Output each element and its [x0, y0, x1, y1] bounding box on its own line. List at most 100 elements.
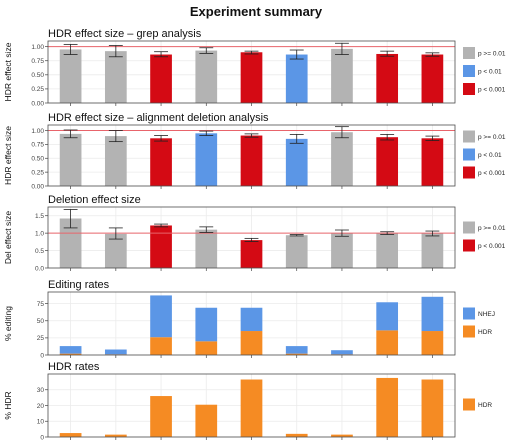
y-tick-label: 75: [37, 301, 45, 308]
y-axis-label: HDR effect size: [3, 126, 13, 185]
panel-editing: Editing rates % editing 0 25 50 75 NHEJ HDR: [3, 279, 495, 359]
bar-nhej: [376, 302, 399, 331]
bar: [376, 137, 399, 186]
panel-title: Editing rates: [48, 279, 110, 291]
y-tick-label: 0.5: [35, 248, 44, 255]
panel-title: HDR effect size – alignment deletion ana…: [48, 112, 269, 124]
legend-swatch: [463, 307, 475, 320]
y-tick-label: 0.25: [31, 86, 44, 93]
bar-hdr: [240, 331, 263, 355]
legend-label: HDR: [478, 402, 492, 409]
y-tick-label: 0.75: [31, 58, 44, 65]
bar: [240, 135, 263, 186]
bar-hdr: [150, 337, 172, 355]
bar: [285, 433, 308, 437]
y-tick-label: 30: [37, 387, 45, 394]
bar: [376, 377, 399, 437]
bar-hdr: [59, 353, 82, 355]
bar: [421, 379, 444, 437]
panel-deletion: HDR effect size – alignment deletion ana…: [3, 112, 506, 190]
bar-nhej: [195, 307, 218, 342]
bar: [59, 433, 82, 437]
legend-label: HDR: [478, 329, 492, 336]
bar-nhej: [150, 295, 172, 338]
bar: [59, 49, 82, 103]
bar: [104, 136, 127, 186]
y-tick-label: 0: [40, 434, 44, 440]
y-tick-label: 0.0: [35, 265, 44, 272]
bar: [331, 233, 353, 268]
bar-nhej: [104, 349, 127, 355]
bar: [59, 218, 82, 268]
legend-label: p >= 0.01: [478, 134, 506, 141]
legend-swatch: [463, 130, 475, 143]
legend-swatch: [463, 148, 475, 161]
legend-swatch: [463, 83, 475, 95]
y-tick-label: 0.50: [31, 72, 44, 79]
y-tick-label: 0.00: [31, 183, 44, 190]
bar: [285, 138, 308, 186]
y-tick-label: 0.50: [31, 156, 44, 163]
bar-nhej: [240, 307, 263, 332]
legend-label: p < 0.001: [478, 86, 506, 93]
legend-label: p < 0.01: [478, 68, 502, 75]
y-tick-label: 1.5: [35, 213, 44, 220]
panel-title: HDR effect size – grep analysis: [48, 28, 202, 40]
bar-hdr: [195, 341, 218, 355]
bar: [195, 50, 218, 103]
bar: [150, 225, 172, 268]
y-tick-label: 0.75: [31, 142, 44, 149]
legend-swatch: [463, 221, 475, 234]
panel-title: HDR rates: [48, 361, 100, 373]
bar: [285, 54, 308, 103]
bar: [150, 396, 172, 437]
bar-hdr: [376, 330, 399, 355]
bar-nhej: [59, 346, 82, 354]
panel-deleffect: Deletion effect size Del effect size 0.0 0.…: [3, 194, 506, 272]
bar: [195, 404, 218, 437]
y-tick-label: 50: [37, 318, 45, 325]
bar: [421, 54, 444, 103]
legend-label: p < 0.001: [478, 170, 506, 177]
legend-swatch: [463, 166, 475, 179]
bar: [240, 379, 263, 437]
legend-label: p >= 0.01: [478, 50, 506, 57]
bar: [195, 133, 218, 186]
bar: [285, 235, 308, 268]
bar: [240, 52, 263, 103]
y-tick-label: 20: [37, 403, 45, 410]
chart-main-title: Experiment summary: [190, 4, 323, 19]
bar: [331, 48, 353, 103]
bar: [150, 54, 172, 103]
y-tick-label: 1.00: [31, 44, 44, 51]
y-tick-label: 1.00: [31, 128, 44, 135]
legend-label: p < 0.01: [478, 152, 502, 159]
bar: [376, 53, 399, 103]
bar: [104, 51, 127, 103]
legend-label: p >= 0.01: [478, 225, 506, 232]
y-tick-label: 10: [37, 419, 45, 426]
bar: [59, 133, 82, 186]
bar: [150, 138, 172, 186]
legend-swatch: [463, 239, 475, 252]
bar-nhej: [285, 346, 308, 354]
bar: [104, 434, 127, 437]
y-tick-label: 0.00: [31, 100, 44, 107]
bar: [421, 233, 444, 268]
bar-hdr: [421, 331, 444, 355]
panel-title: Deletion effect size: [48, 194, 141, 206]
bar: [240, 240, 263, 268]
bar-hdr: [285, 353, 308, 355]
bar: [331, 434, 353, 437]
y-axis-label: % HDR: [3, 391, 13, 419]
legend-label: NHEJ: [478, 311, 495, 318]
panel-hdr: HDR rates % HDR 0 10 20 30 HDR: [3, 361, 492, 440]
y-tick-label: 0: [40, 352, 44, 359]
legend-swatch: [463, 398, 475, 411]
y-axis-label: HDR effect size: [3, 42, 13, 101]
bar: [104, 233, 127, 268]
legend-swatch: [463, 65, 475, 77]
bar: [331, 132, 353, 186]
